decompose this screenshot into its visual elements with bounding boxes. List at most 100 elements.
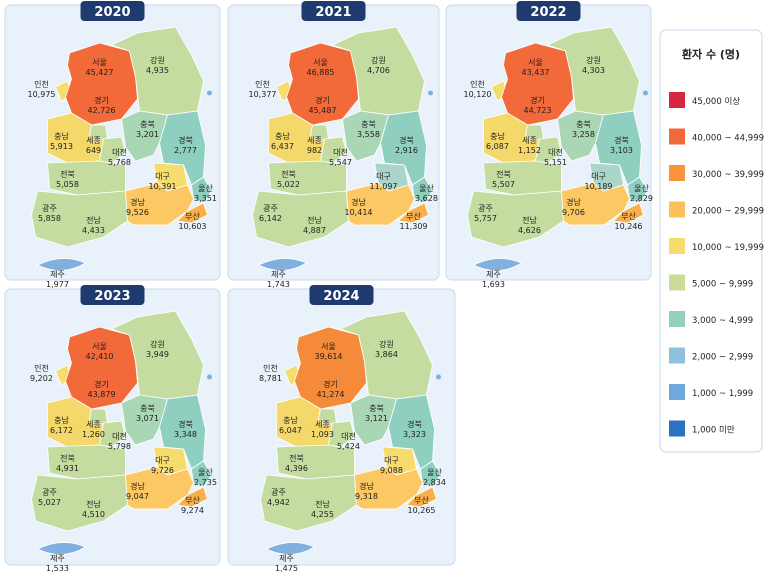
region: [260, 474, 357, 532]
region: [397, 202, 429, 224]
region-value: 4,942: [267, 498, 290, 507]
region: [350, 394, 398, 446]
region-value: 3,121: [365, 414, 388, 423]
region-value: 1,093: [311, 430, 334, 439]
region-value: 5,798: [108, 442, 131, 451]
region-name: 서울: [92, 342, 107, 351]
region: [176, 486, 208, 508]
region-value: 9,202: [30, 374, 53, 383]
region: [125, 182, 194, 226]
region: [121, 394, 169, 446]
region-value: 46,885: [307, 68, 335, 77]
region-value: 9,088: [380, 466, 403, 475]
region-value: 3,864: [375, 350, 398, 359]
region-value: 39,614: [315, 352, 343, 361]
region-name: 전남: [315, 499, 330, 509]
region-name: 강원: [371, 55, 386, 65]
region-name: 강원: [379, 339, 394, 349]
region-name: 세종: [86, 420, 101, 429]
region-value: 10,120: [464, 90, 492, 99]
legend-swatch: [669, 311, 685, 327]
island-dot: [428, 90, 433, 96]
region-value: 3,071: [136, 414, 159, 423]
region-name: 경기: [315, 95, 330, 105]
region-name: 경남: [351, 197, 366, 207]
region-value: 6,142: [259, 214, 282, 223]
region-value: 8,781: [259, 374, 282, 383]
region-value: 2,916: [395, 146, 418, 155]
region-value: 3,949: [146, 350, 169, 359]
region-value: 4,303: [582, 66, 605, 75]
island-dot: [207, 90, 212, 96]
region-name: 전남: [522, 215, 537, 225]
region-value: 10,414: [345, 208, 373, 217]
region-value: 1,260: [82, 430, 105, 439]
region-value: 5,757: [474, 214, 497, 223]
region-value: 2,777: [174, 146, 197, 155]
year-label: 2021: [315, 5, 351, 20]
region-name: 인천: [263, 363, 278, 373]
region-value: 5,058: [56, 180, 79, 189]
legend-label: 45,000 이상: [692, 96, 740, 107]
region-name: 제주: [271, 270, 286, 279]
region: [535, 136, 562, 164]
region-value: 2,834: [423, 478, 446, 487]
region-value: 9,706: [562, 208, 585, 217]
legend-swatch: [669, 274, 685, 291]
region-value: 10,975: [28, 90, 56, 99]
region-name: 강원: [150, 339, 165, 349]
region-value: 10,265: [408, 506, 436, 515]
region: [276, 444, 355, 480]
year-label: 2020: [94, 5, 130, 20]
region-name: 경기: [94, 95, 109, 105]
legend-label: 2,000 ~ 2,999: [692, 353, 753, 363]
region: [265, 542, 316, 555]
region-name: 부산: [406, 211, 421, 221]
region-value: 5,022: [277, 180, 300, 189]
region: [342, 110, 390, 162]
region-name: 대전: [333, 147, 348, 157]
region-name: 제주: [486, 270, 501, 279]
legend-swatch: [669, 165, 685, 181]
region-name: 대전: [548, 147, 563, 157]
region-value: 9,726: [151, 466, 174, 475]
island-dot: [436, 374, 441, 380]
year-label: 2024: [323, 289, 359, 304]
region-name: 충북: [576, 120, 591, 129]
region-name: 대전: [112, 147, 127, 157]
legend-label: 20,000 ~ 29,999: [692, 207, 764, 217]
region-name: 부산: [414, 495, 429, 505]
region: [412, 176, 433, 204]
region-name: 전북: [281, 169, 296, 179]
region-value: 3,348: [174, 430, 197, 439]
region-value: 1,152: [518, 146, 541, 155]
region-name: 광주: [263, 203, 278, 213]
region-name: 경남: [566, 197, 581, 207]
region-value: 10,246: [615, 222, 643, 231]
region-name: 광주: [42, 203, 57, 213]
region-value: 649: [86, 146, 101, 155]
region-value: 9,047: [126, 492, 149, 501]
region-value: 6,047: [279, 426, 302, 435]
region-name: 서울: [321, 342, 336, 351]
region: [176, 202, 208, 224]
region-value: 41,274: [317, 390, 345, 399]
region-value: 11,097: [370, 182, 398, 191]
region-value: 4,706: [367, 66, 390, 75]
region-name: 부산: [185, 211, 200, 221]
legend-swatch: [669, 238, 685, 254]
region-name: 서울: [528, 58, 543, 67]
year-tab: [309, 285, 374, 305]
region-value: 43,437: [522, 68, 550, 77]
region-value: 3,201: [136, 130, 159, 139]
region-name: 전북: [60, 169, 75, 179]
region-value: 9,526: [126, 208, 149, 217]
region-value: 1,977: [46, 280, 69, 289]
region-name: 강원: [150, 55, 165, 65]
region-name: 전남: [86, 499, 101, 509]
region-value: 42,726: [88, 106, 116, 115]
region-name: 울산: [198, 183, 213, 193]
region-value: 5,424: [337, 442, 360, 451]
